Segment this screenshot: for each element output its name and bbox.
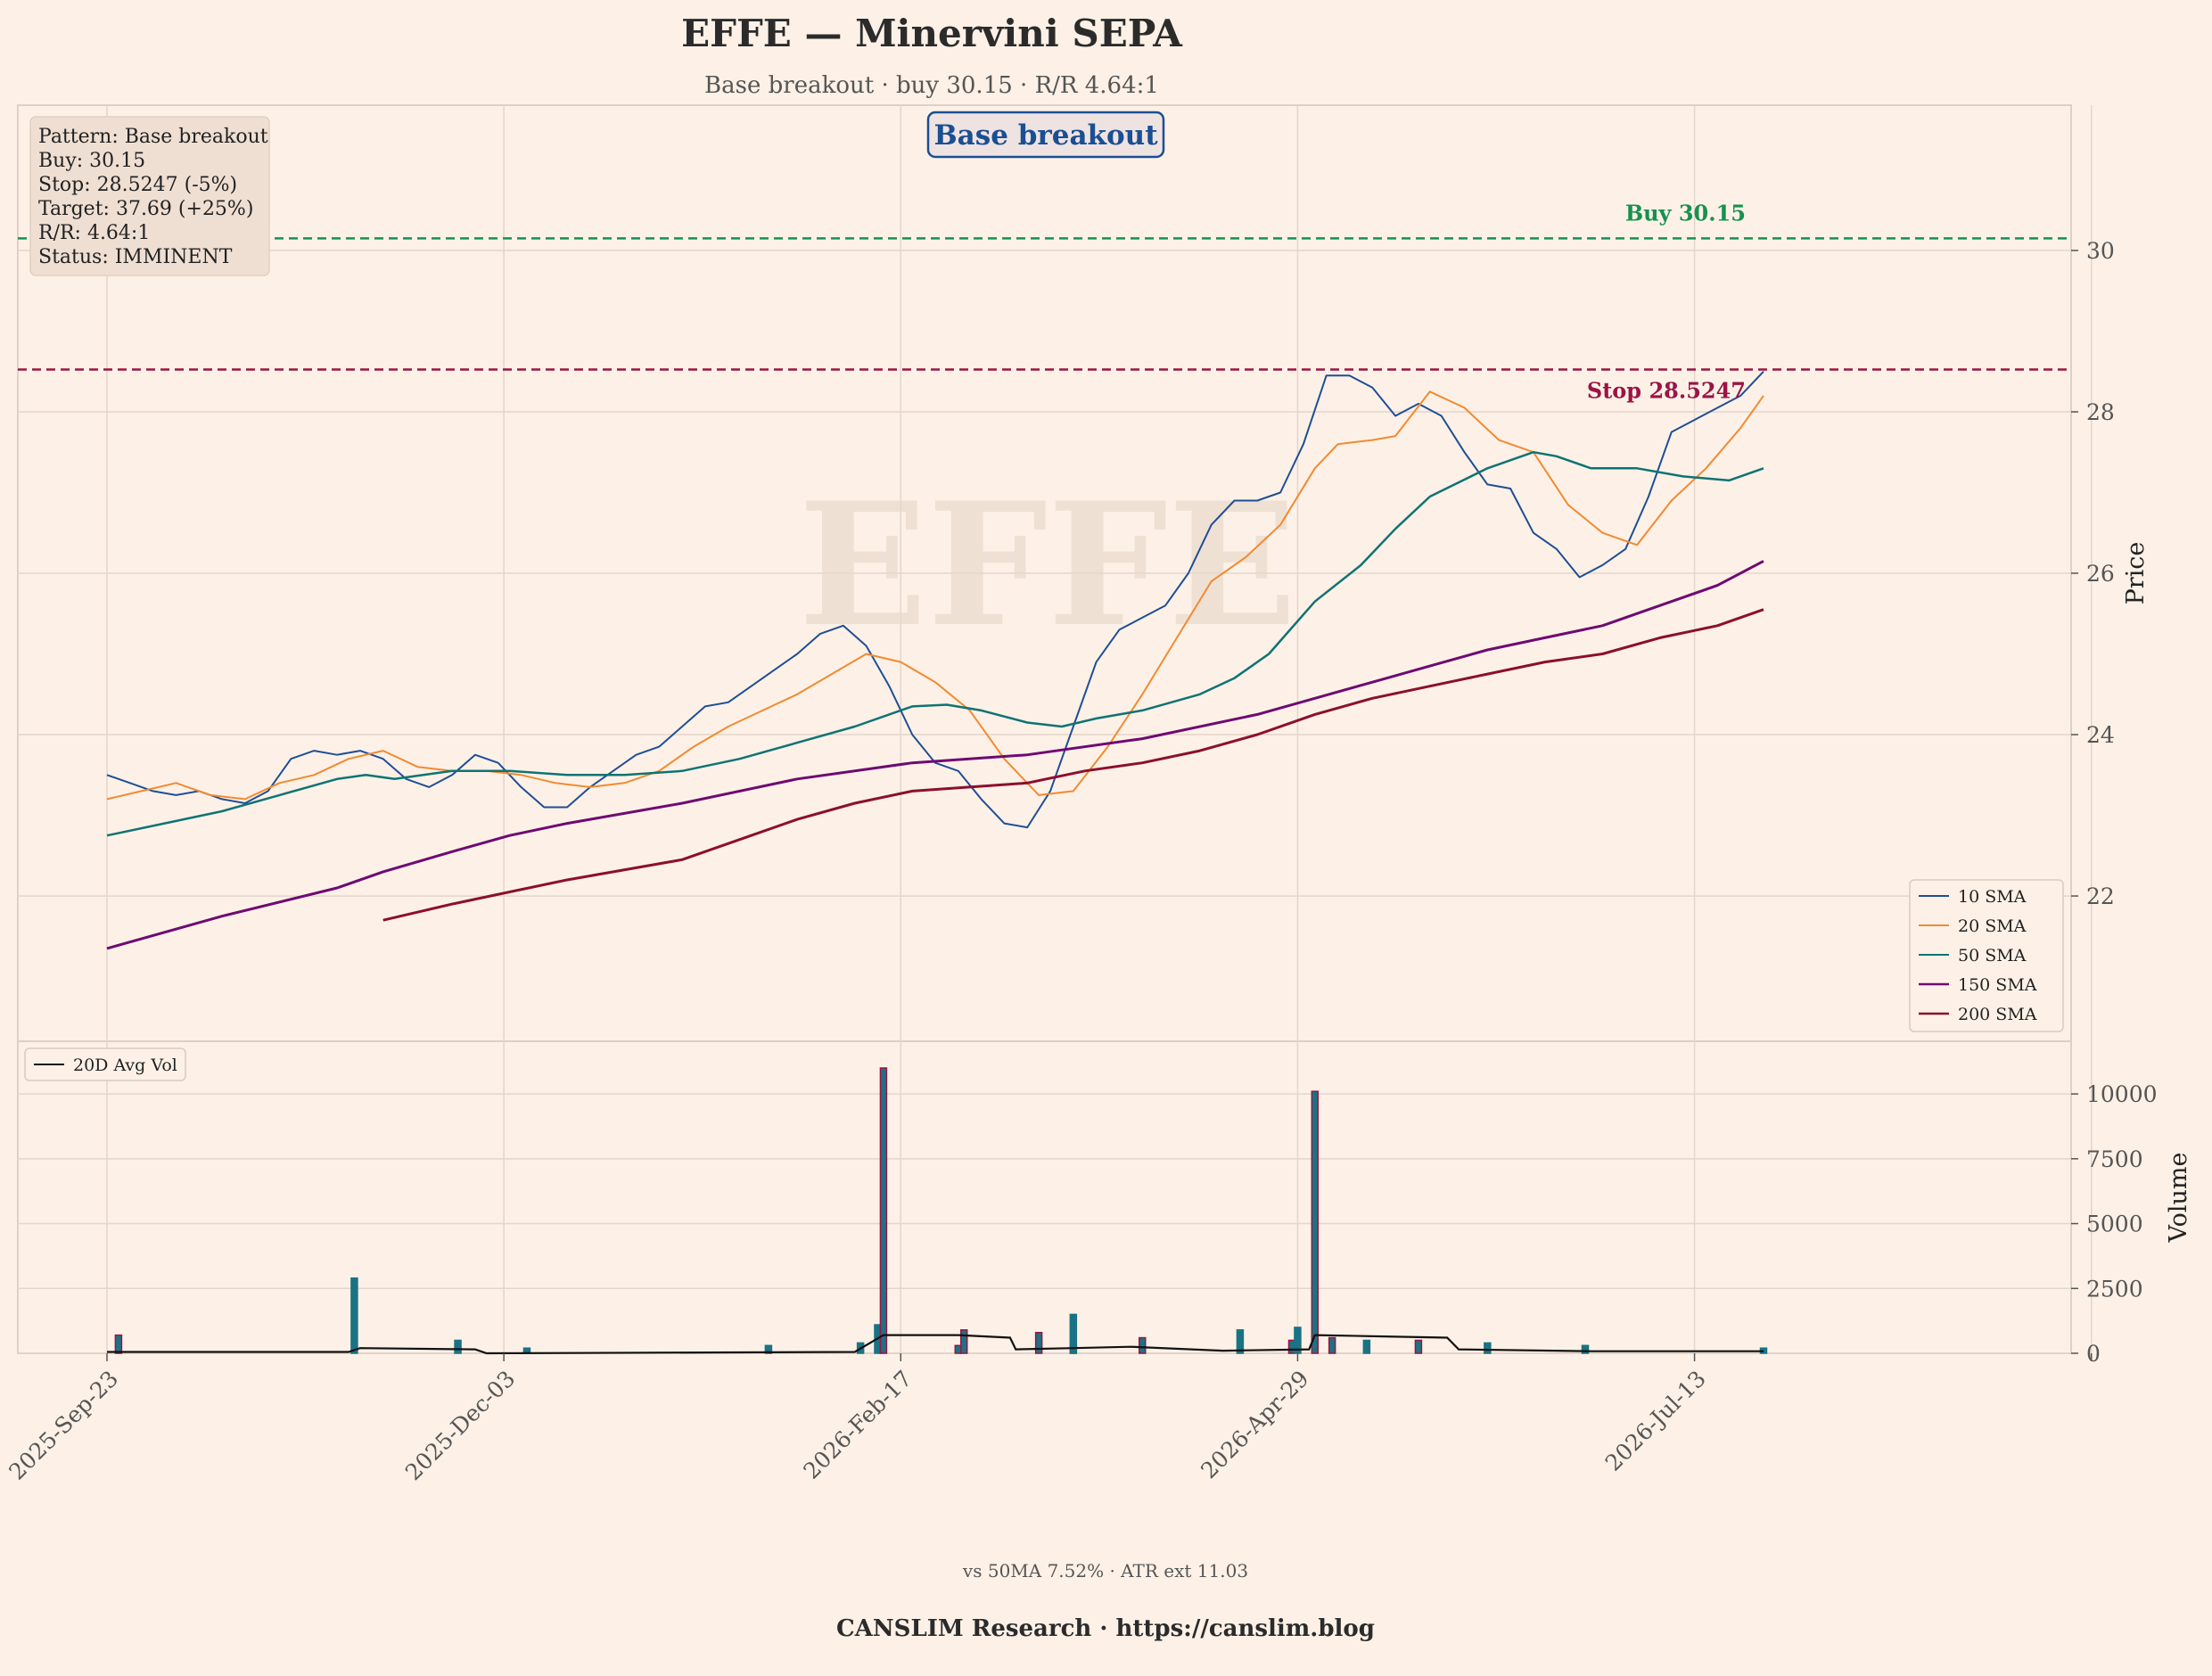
legend-sma200: 200 SMA xyxy=(1958,1005,2037,1024)
x-tick-label: 2026-Apr-29 xyxy=(1196,1366,1313,1483)
volume-bar xyxy=(350,1277,358,1354)
volume-tick-label: 10000 xyxy=(2086,1081,2158,1107)
info-status: Status: IMMINENT xyxy=(38,246,233,268)
gridlines xyxy=(18,105,2093,1354)
price-tick-label: 30 xyxy=(2086,238,2115,264)
buy-level-label: Buy 30.15 xyxy=(1625,200,1746,226)
volume-tick-label: 0 xyxy=(2086,1341,2101,1367)
x-tick-label: 2025-Dec-03 xyxy=(400,1366,520,1485)
volume-bar xyxy=(1328,1336,1336,1354)
stop-level-label: Stop 28.5247 xyxy=(1587,377,1746,403)
volume-bar xyxy=(1139,1336,1147,1354)
x-tick-label: 2026-Jul-13 xyxy=(1600,1366,1711,1476)
price-legend xyxy=(1909,879,2064,1032)
volume-bar xyxy=(764,1344,773,1354)
sma-line-20-sma xyxy=(106,390,1764,801)
volume-bar xyxy=(960,1329,968,1354)
price-tick-label: 24 xyxy=(2086,722,2115,748)
x-axis-ticks: 2025-Sep-23 2025-Dec-03 2026-Feb-17 2026-Ap… xyxy=(4,1353,2093,1485)
volume-panel xyxy=(17,1040,2072,1354)
chart-title: EFFE — Minervini SEPA xyxy=(681,12,1183,55)
legend-sma50: 50 SMA xyxy=(1958,946,2027,965)
legend-sma20: 20 SMA xyxy=(1958,916,2027,936)
stats-footer: vs 50MA 7.52% · ATR ext 11.03 xyxy=(962,1560,1248,1582)
volume-bar xyxy=(1581,1344,1590,1354)
volume-bar xyxy=(1414,1339,1423,1354)
info-target: Target: 37.69 (+25%) xyxy=(38,198,253,220)
volume-tick-label: 7500 xyxy=(2086,1146,2143,1172)
ticker-watermark: EFFE xyxy=(798,465,1296,664)
brand-footer: CANSLIM Research · https://canslim.blog xyxy=(836,1615,1375,1642)
info-pattern: Pattern: Base breakout xyxy=(38,126,268,148)
volume-tick-label: 2500 xyxy=(2086,1276,2143,1302)
info-buy: Buy: 30.15 xyxy=(38,150,145,172)
price-axis-ticks: 22 24 26 28 30 xyxy=(2071,238,2115,909)
legend-sma10: 10 SMA xyxy=(1958,887,2027,907)
volume-bar xyxy=(1311,1090,1320,1354)
volume-bar xyxy=(879,1067,888,1354)
legend-sma150: 150 SMA xyxy=(1958,975,2037,995)
info-box xyxy=(29,116,270,276)
avg-volume-line xyxy=(107,1334,1764,1355)
volume-legend xyxy=(24,1048,186,1081)
volume-axis-label: Volume xyxy=(2165,1153,2192,1244)
sma-line-150-sma xyxy=(106,560,1764,950)
volume-axis-ticks: 0 2500 5000 7500 10000 xyxy=(2071,1081,2158,1367)
x-tick-label: 2026-Feb-17 xyxy=(799,1366,917,1484)
price-axis-label: Price xyxy=(2122,542,2150,605)
price-tick-label: 22 xyxy=(2086,883,2115,909)
volume-bar xyxy=(1362,1339,1371,1354)
volume-bar xyxy=(454,1339,462,1354)
price-tick-label: 26 xyxy=(2086,561,2115,587)
sma-line-50-sma xyxy=(106,450,1764,837)
volume-bar xyxy=(1484,1342,1492,1354)
volume-bars xyxy=(114,1067,1768,1354)
x-tick-label: 2025-Sep-23 xyxy=(4,1366,123,1485)
sma-lines xyxy=(106,371,1764,950)
price-tick-label: 28 xyxy=(2086,399,2115,425)
info-rr: R/R: 4.64:1 xyxy=(38,222,150,244)
volume-bar xyxy=(1069,1313,1078,1354)
volume-tick-label: 5000 xyxy=(2086,1212,2143,1237)
volume-bar xyxy=(1236,1329,1245,1354)
chart-subtitle: Base breakout · buy 30.15 · R/R 4.64:1 xyxy=(704,72,1159,99)
sma-line-200-sma xyxy=(382,608,1764,922)
sma-line-10-sma xyxy=(106,371,1764,829)
volume-bar xyxy=(114,1334,123,1354)
pattern-badge xyxy=(926,111,1165,159)
pattern-badge-label: Base breakout xyxy=(933,119,1158,152)
info-stop: Stop: 28.5247 (-5%) xyxy=(38,174,237,196)
volume-bar xyxy=(1034,1331,1043,1354)
legend-avgvol: 20D Avg Vol xyxy=(73,1056,177,1075)
avg-volume-path xyxy=(107,1334,1764,1355)
